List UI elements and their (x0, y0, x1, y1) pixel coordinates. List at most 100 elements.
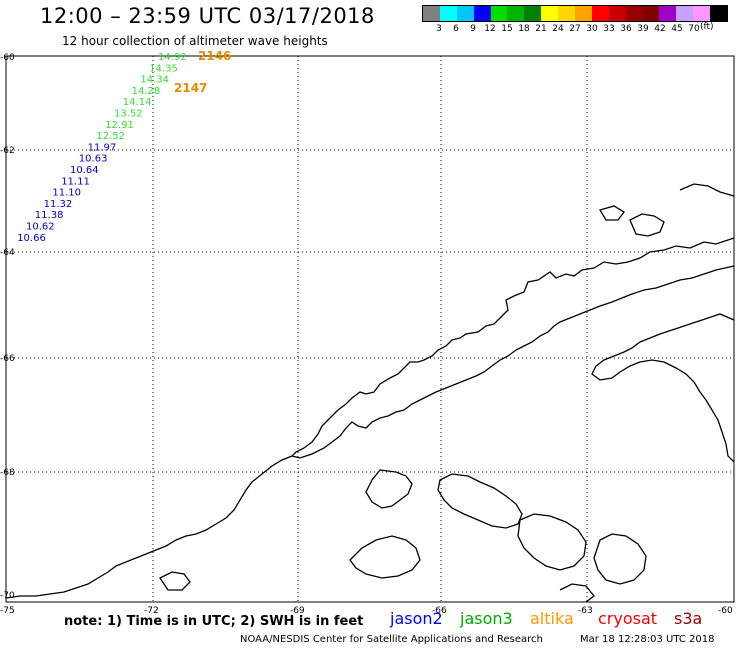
observation-labels: 14.9214.3514.3414.2814.1413.5212.9112.52… (17, 52, 186, 244)
lat-label: -64 (0, 248, 15, 258)
swh-value-label: 11.11 (61, 176, 90, 187)
swh-value-label: 14.35 (149, 63, 178, 74)
legend-altika: altika (530, 609, 574, 628)
scale-swatch (625, 6, 643, 21)
lat-label: -68 (0, 468, 15, 478)
island-j (599, 205, 625, 221)
scale-swatch (659, 6, 677, 21)
scale-label: 24 (552, 24, 564, 34)
color-scale-labels: 3 6 9 12 15 18 21 24 27 30 33 36 39 42 45 70 (422, 24, 728, 38)
credit-text: NOAA/NESDIS Center for Satellite Applica… (240, 634, 543, 645)
island-i (559, 583, 595, 603)
scale-label: 33 (603, 24, 615, 34)
legend-cryosat: cryosat (598, 609, 658, 628)
lon-label: -66 (432, 606, 447, 616)
island-d (593, 533, 647, 585)
swh-value-label: 14.14 (123, 97, 152, 108)
scale-unit: (ft) (700, 22, 714, 32)
graticule (6, 56, 734, 602)
swh-value-label: 12.91 (105, 120, 134, 131)
scale-swatch (693, 6, 711, 21)
color-scale-swatches (422, 5, 728, 22)
scale-label: 39 (637, 24, 649, 34)
coastline (5, 183, 735, 603)
scale-swatch (507, 6, 525, 21)
scale-swatch (591, 6, 609, 21)
swh-value-label: 11.10 (52, 188, 81, 199)
swh-value-label: 14.34 (140, 75, 169, 86)
satellite-tracks: 2146 2147 (174, 49, 231, 95)
peninsula-outline (290, 237, 735, 459)
swh-value-label: 13.52 (114, 109, 143, 120)
scale-label: 30 (586, 24, 598, 34)
island-h (159, 571, 191, 591)
island-a (365, 469, 413, 509)
scale-label: 3 (436, 24, 442, 34)
legend-s3a: s3a (674, 609, 703, 628)
coast-south (5, 455, 293, 599)
scale-swatch (524, 6, 542, 21)
map-subtitle: 12 hour collection of altimeter wave hei… (62, 34, 328, 48)
axis-labels: -60 -62 -64 -66 -68 -70 -75 -72 -69 -66 … (0, 53, 733, 616)
scale-swatch (608, 6, 626, 21)
lat-label: -70 (0, 591, 15, 601)
legend-jason3: jason3 (460, 609, 513, 628)
swh-value-label: 10.62 (26, 222, 55, 233)
timestamp-text: Mar 18 12:28:03 UTC 2018 (580, 634, 715, 645)
swh-value-label: 14.28 (132, 86, 161, 97)
lat-label: -62 (0, 146, 15, 156)
note-text: note: 1) Time is in UTC; 2) SWH is in fe… (64, 614, 364, 629)
map-title: 12:00 – 23:59 UTC 03/17/2018 (40, 4, 375, 28)
lon-label: -69 (290, 606, 305, 616)
scale-swatch (439, 6, 457, 21)
scale-swatch (490, 6, 508, 21)
swh-value-label: 10.66 (17, 233, 46, 244)
scale-swatch (423, 6, 440, 21)
track-id-label: 2146 (198, 49, 231, 63)
swh-value-label: 12.52 (96, 131, 125, 142)
scale-label: 12 (484, 24, 496, 34)
island-e (629, 213, 665, 237)
scale-label: 42 (654, 24, 666, 34)
lon-label: -60 (718, 606, 733, 616)
lon-label: -72 (144, 606, 159, 616)
color-scale: 3 6 9 12 15 18 21 24 27 30 33 36 39 42 45 70 (422, 5, 728, 38)
scale-swatch (558, 6, 576, 21)
scale-swatch (710, 6, 728, 21)
scale-swatch (541, 6, 559, 21)
island-f (679, 183, 735, 197)
scale-swatch (456, 6, 474, 21)
track-id-label: 2147 (174, 81, 207, 95)
lat-label: -60 (0, 53, 15, 63)
lon-label: -63 (578, 606, 593, 616)
scale-swatch (473, 6, 491, 21)
swh-value-label: 14.92 (158, 52, 187, 63)
lon-label: -75 (0, 606, 15, 616)
island-c (517, 513, 587, 571)
swh-value-label: 11.32 (44, 199, 73, 210)
lat-label: -66 (0, 354, 15, 364)
scale-label: 15 (501, 24, 513, 34)
scale-swatch (575, 6, 592, 21)
swh-value-label: 10.64 (70, 165, 99, 176)
scale-label: 21 (535, 24, 547, 34)
scale-label: 45 (671, 24, 683, 34)
scale-swatch (642, 6, 660, 21)
scale-label: 9 (470, 24, 476, 34)
map-frame (5, 55, 735, 603)
scale-label: 18 (518, 24, 530, 34)
swh-value-label: 10.63 (79, 154, 108, 165)
island-g (349, 535, 421, 579)
island-b (437, 473, 523, 529)
coast-east (591, 313, 735, 463)
scale-label: 70 (688, 24, 700, 34)
scale-label: 6 (453, 24, 459, 34)
scale-label: 36 (620, 24, 632, 34)
swh-value-label: 11.38 (35, 210, 64, 221)
scale-label: 27 (569, 24, 581, 34)
swh-value-label: 11.97 (88, 142, 117, 153)
legend-jason2: jason2 (390, 609, 443, 628)
scale-swatch (676, 6, 694, 21)
